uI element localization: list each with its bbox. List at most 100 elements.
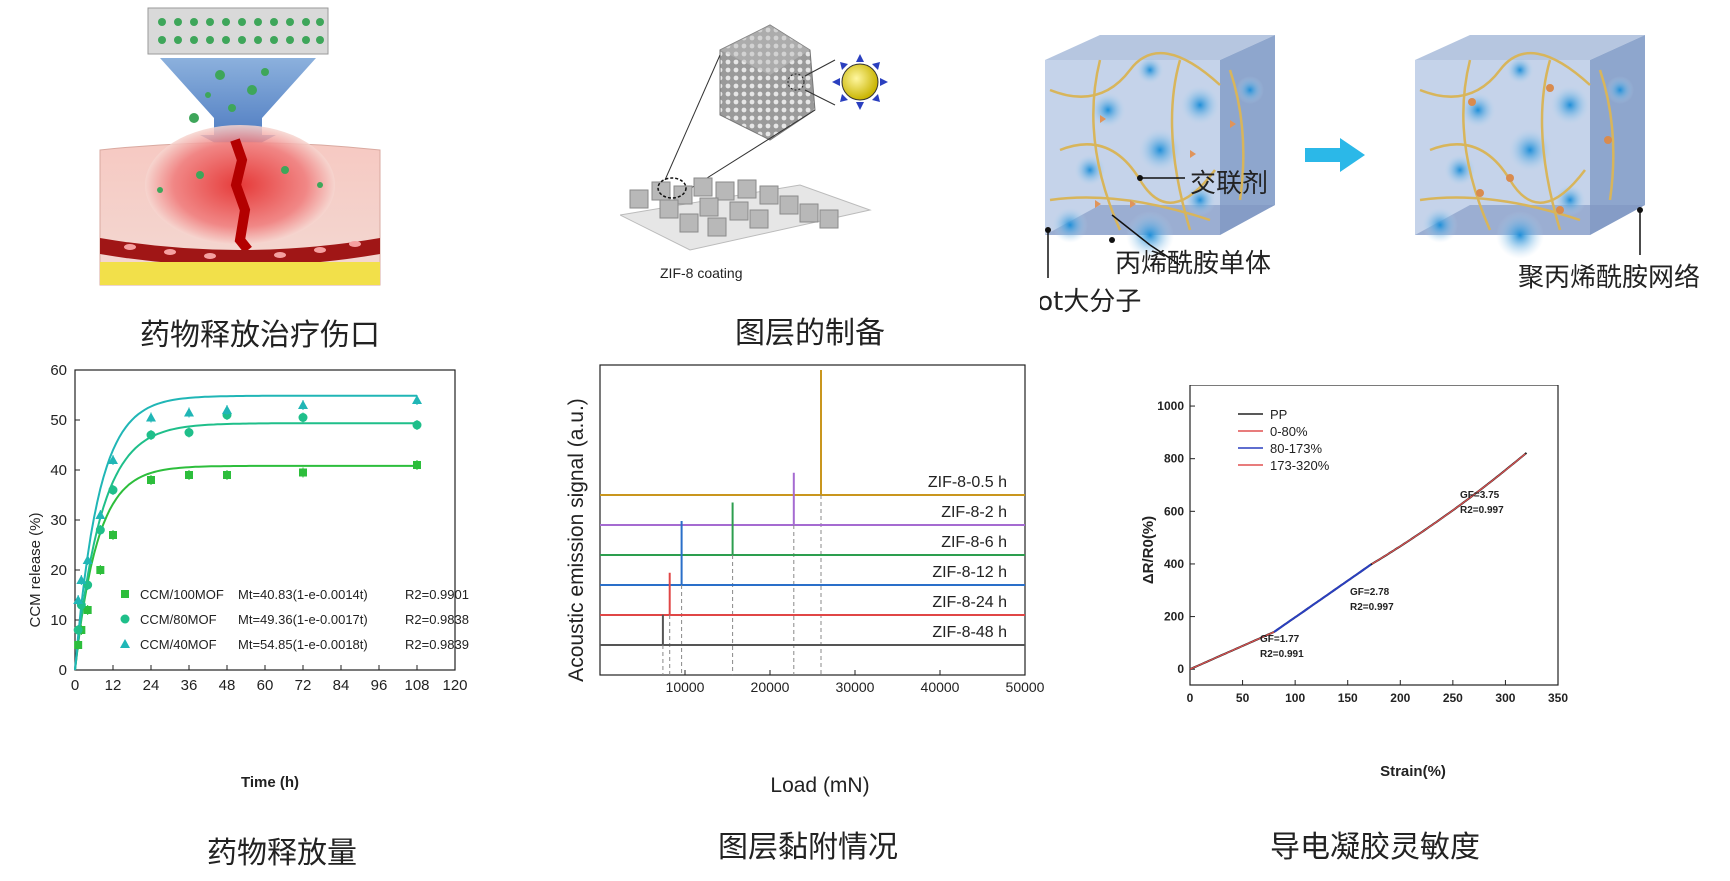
data-point-triangle: [184, 407, 194, 417]
coating-cubes: [629, 177, 839, 237]
x-tick-label: 120: [442, 677, 467, 694]
x-tick-label: 10000: [666, 679, 705, 695]
data-point-triangle: [82, 555, 93, 564]
legend-r2: R2=0.9901: [405, 587, 469, 602]
legend-marker: [120, 639, 130, 648]
data-point-triangle: [108, 455, 118, 464]
data-point-circle: [298, 413, 308, 422]
y-tick-label: 60: [50, 362, 67, 379]
plot-frame: [599, 364, 1026, 676]
coating-label: ZIF-8 coating: [660, 265, 742, 281]
fit-173-320: [1371, 453, 1526, 565]
series-label: ZIF-8-0.5 h: [928, 474, 1007, 491]
r2-label: R2=0.991: [1260, 649, 1304, 660]
caption-drug-release: 药物释放量: [207, 836, 357, 871]
data-point-triangle: [95, 510, 106, 519]
x-tick-label: 12: [105, 677, 122, 694]
x-tick-label: 24: [143, 677, 160, 694]
data-point-triangle: [146, 412, 156, 422]
x-tick-label: 50: [1236, 691, 1250, 705]
hydrogel-cube-after: [1415, 35, 1645, 259]
caption-coating-adhesion: 图层黏附情况: [718, 830, 898, 865]
legend-label: PP: [1270, 407, 1287, 422]
x-tick-label: 200: [1390, 691, 1410, 705]
x-tick-label: 84: [333, 677, 350, 694]
x-tick-label: 50000: [1006, 679, 1045, 695]
network-label: 聚丙烯酰胺网络: [1518, 263, 1700, 293]
y-axis-label: Acoustic emission signal (a.u.): [565, 398, 588, 682]
x-tick-label: 108: [404, 677, 429, 694]
x-tick-label: 72: [295, 677, 312, 694]
caption-wound-treatment: 药物释放治疗伤口: [140, 318, 380, 353]
data-point-triangle: [76, 575, 87, 584]
x-tick-label: 350: [1548, 691, 1568, 705]
legend-r2: R2=0.9839: [405, 637, 469, 652]
legend-marker: [120, 614, 130, 624]
legend-r2: R2=0.9838: [405, 612, 469, 627]
y-tick-label: 600: [1164, 504, 1184, 518]
wound-treatment-illustration: [99, 7, 381, 286]
x-tick-label: 48: [219, 677, 236, 694]
data-point-circle: [108, 485, 118, 495]
legend-label: CCM/100MOF: [140, 587, 224, 602]
legend-label: 80-173%: [1270, 441, 1322, 456]
fit-curve-0: [74, 464, 417, 671]
data-point-circle: [73, 625, 83, 635]
y-tick-label: 200: [1164, 610, 1184, 624]
fat-layer: [100, 262, 380, 285]
data-point-square: [109, 531, 117, 539]
x-tick-label: 150: [1338, 691, 1358, 705]
legend-label: 0-80%: [1270, 424, 1308, 439]
crosslinker-label: 交联剂: [1190, 169, 1268, 199]
series-label: ZIF-8-6 h: [941, 534, 1007, 551]
x-axis-label: Load (mN): [770, 774, 869, 797]
x-axis-label: Strain(%): [1380, 763, 1446, 780]
x-tick-label: 40000: [921, 679, 960, 695]
transform-arrow: [1305, 138, 1365, 172]
ccm-release-chart: 0 12 24 36 48 60 72 84 96 108 120 0 10 20 30 40 50 60 CCM…: [27, 362, 469, 791]
zif-framework-icon: [832, 54, 888, 110]
hydrogel-cube-before: [1045, 35, 1275, 259]
data-point-triangle: [412, 395, 422, 404]
y-tick-label: 40: [50, 462, 67, 479]
data-point-square: [413, 461, 421, 469]
data-point-triangle: [73, 595, 84, 604]
gf-label: GF=3.75: [1460, 490, 1500, 501]
legend-label: 173-320%: [1270, 458, 1330, 473]
data-point-square: [96, 566, 105, 574]
y-tick-label: 0: [1177, 662, 1184, 676]
y-tick-label: 0: [59, 662, 67, 679]
y-tick-label: 400: [1164, 557, 1184, 571]
y-tick-label: 50: [50, 412, 67, 429]
legend-fit: Mt=40.83(1-e-0.0014t): [238, 587, 368, 602]
x-tick-label: 300: [1495, 691, 1515, 705]
monomer-label: 丙烯酰胺单体: [1115, 249, 1271, 279]
series-label: ZIF-8-48 h: [932, 624, 1007, 641]
x-tick-label: 0: [1187, 691, 1194, 705]
data-point-circle: [95, 525, 105, 535]
legend-label: CCM/80MOF: [140, 612, 217, 627]
data-point-circle: [146, 430, 156, 440]
legend-fit: Mt=54.85(1-e-0.0018t): [238, 637, 368, 652]
legend-label: CCM/40MOF: [140, 637, 217, 652]
release-arrow: [160, 58, 316, 155]
mof-particles: [158, 18, 324, 44]
pp-curve: [1189, 452, 1528, 671]
sensitivity-chart: 0 50 100 150 200 250 300 350 0 200 400 600 800 1000 P…: [1140, 385, 1568, 780]
pedot-label: Pedot大分子: [1040, 287, 1141, 317]
x-tick-label: 0: [71, 677, 79, 694]
data-point-square: [74, 641, 83, 649]
x-tick-label: 20000: [751, 679, 790, 695]
acoustic-emission-chart: 10000 20000 30000 40000 50000 ZIF-8-0.5 h ZIF…: [565, 364, 1045, 797]
hydrogel-illustration: 交联剂 丙烯酰胺单体 Pedot大分子 聚丙烯酰胺网络: [1040, 35, 1700, 317]
y-axis-label: ΔR/R0(%): [1140, 516, 1157, 584]
gf-label: GF=1.77: [1260, 634, 1300, 645]
data-point-circle: [412, 420, 422, 430]
data-point-square: [83, 606, 92, 614]
fit-curve-2: [74, 394, 417, 671]
y-tick-label: 10: [50, 612, 67, 629]
r2-label: R2=0.997: [1350, 602, 1394, 613]
x-tick-label: 250: [1443, 691, 1463, 705]
x-tick-label: 30000: [836, 679, 875, 695]
data-point-square: [185, 471, 193, 479]
